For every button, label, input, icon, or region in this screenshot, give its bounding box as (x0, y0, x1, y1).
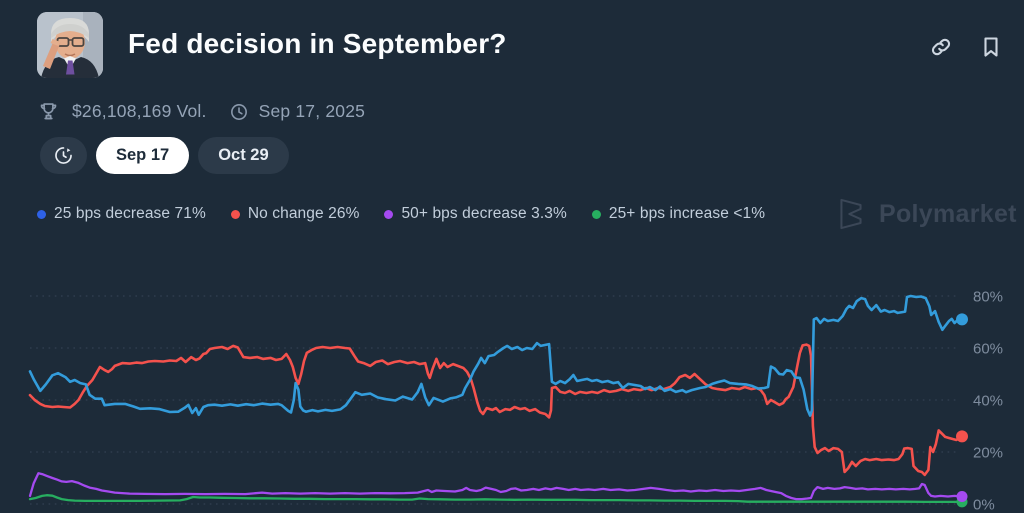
legend-label: 25 bps decrease 71% (54, 205, 206, 222)
jerome-powell-portrait (37, 12, 103, 78)
history-clock-icon (55, 147, 72, 164)
legend-dot (384, 209, 394, 219)
legend-dot (37, 209, 46, 219)
chart-legend: 25 bps decrease 71% No change 26% 50+ bps … (37, 205, 765, 223)
history-range-button[interactable] (40, 137, 87, 174)
series-line-no-change (28, 343, 964, 477)
legend-item-2: 50+ bps decrease 3.3% (384, 205, 567, 223)
legend-dot (230, 209, 240, 219)
y-tick-0%: 0% (973, 497, 995, 513)
series-end-dot-no-change (956, 430, 968, 443)
market-avatar (37, 12, 103, 78)
series-line-25-bps-increase (28, 494, 964, 504)
legend-label: No change 26% (247, 205, 360, 222)
legend-item-1: No change 26% (230, 205, 360, 223)
series-line-50-bps-decrease (28, 472, 964, 501)
y-tick-60%: 60% (973, 341, 1003, 358)
tab-sep-17[interactable]: Sep 17 (96, 137, 190, 174)
series-line-25-bps-decrease (28, 294, 964, 417)
legend-label: 25+ bps increase <1% (608, 205, 766, 222)
bookmark-icon (984, 37, 998, 57)
legend-dot (591, 209, 601, 219)
legend-item-3: 25+ bps increase <1% (591, 205, 766, 223)
market-stats: $26,108,169 Vol. Sep 17, 2025 (38, 101, 365, 122)
y-tick-20%: 20% (973, 445, 1003, 462)
header-actions (928, 34, 1004, 60)
series-end-dot-25-bps-decrease (956, 313, 968, 326)
bookmark-button[interactable] (978, 34, 1004, 60)
copy-link-button[interactable] (928, 34, 954, 60)
y-tick-80%: 80% (973, 289, 1003, 306)
price-chart[interactable]: 80% 60% 40% 20% 0% (0, 270, 1024, 513)
polymarket-logo-icon (840, 198, 862, 230)
page-title: Fed decision in September? (128, 28, 507, 59)
volume-text: $26,108,169 Vol. (72, 101, 207, 121)
y-tick-40%: 40% (973, 393, 1003, 410)
date-tabs: Sep 17 Oct 29 (40, 137, 289, 174)
legend-label: 50+ bps decrease 3.3% (401, 205, 567, 222)
end-date-text: Sep 17, 2025 (258, 101, 366, 121)
watermark-text: Polymarket (879, 199, 1017, 228)
trophy-icon (38, 101, 59, 122)
legend-item-0: 25 bps decrease 71% (37, 205, 206, 223)
polymarket-watermark: Polymarket (833, 196, 1017, 232)
clock-icon (229, 102, 249, 122)
series-end-dot-50-bps-decrease (956, 490, 968, 502)
link-icon (931, 38, 951, 56)
tab-oct-29[interactable]: Oct 29 (198, 137, 289, 174)
